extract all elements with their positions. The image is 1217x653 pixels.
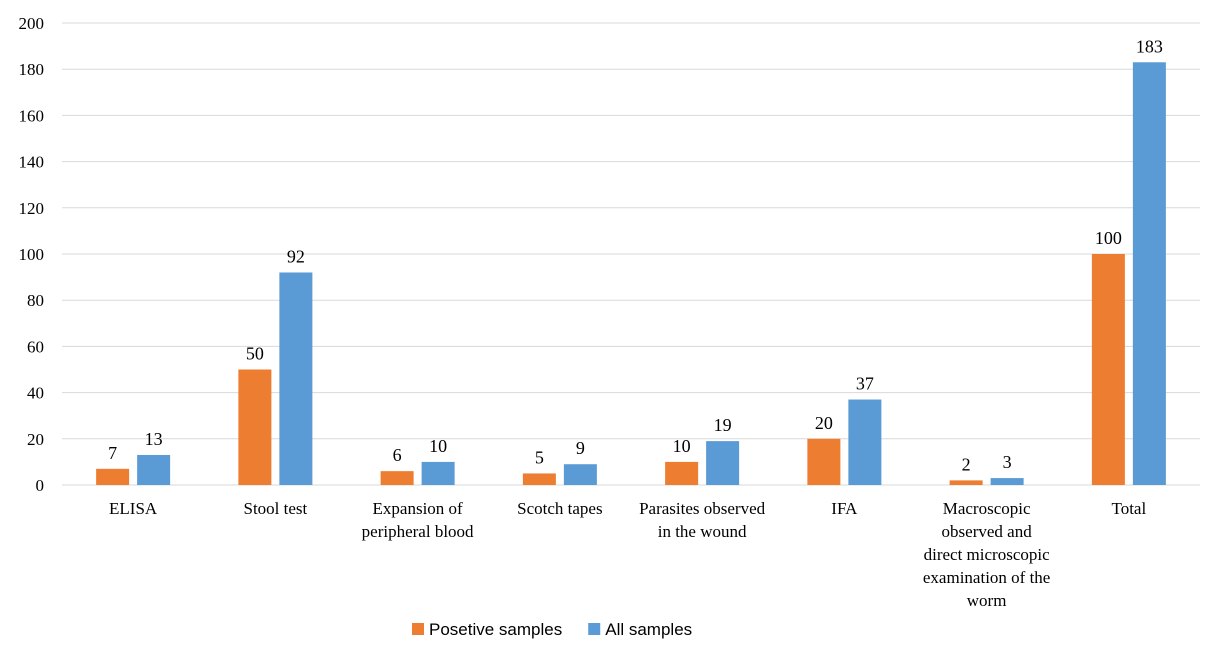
x-axis-categories: ELISA Stool test Expansion of peripheral bl… [109, 499, 1146, 610]
x-category-label: Parasites observed in the wound [639, 499, 766, 541]
bar-posetive-samples [380, 471, 414, 485]
data-label: 10 [673, 436, 691, 456]
y-axis-ticks: 0 20 40 60 80 100 120 140 160 180 200 [19, 14, 45, 495]
bar-all-samples [706, 441, 740, 485]
x-category-label: Scotch tapes [517, 499, 602, 518]
data-label: 20 [815, 413, 833, 433]
y-tick-label: 60 [27, 337, 44, 356]
bar-posetive-samples [807, 438, 841, 485]
y-tick-label: 160 [19, 106, 45, 125]
y-tick-label: 100 [19, 245, 45, 264]
data-label: 6 [393, 445, 402, 465]
legend: Posetive samples All samples [412, 620, 692, 639]
legend-swatch [588, 623, 601, 635]
bars [96, 62, 1166, 486]
data-label: 7 [108, 443, 117, 463]
x-category-label: ELISA [109, 499, 158, 518]
y-tick-label: 20 [27, 430, 44, 449]
data-label: 183 [1136, 36, 1163, 56]
bar-all-samples [990, 478, 1024, 485]
x-category-label: IFA [831, 499, 858, 518]
data-label: 13 [145, 429, 163, 449]
y-tick-label: 120 [19, 199, 45, 218]
legend-swatch [412, 623, 424, 635]
data-label: 10 [429, 436, 447, 456]
y-tick-label: 80 [27, 291, 44, 310]
data-label: 92 [287, 246, 305, 266]
bar-posetive-samples [96, 468, 130, 485]
bar-all-samples [848, 399, 882, 485]
bar-all-samples [279, 272, 313, 485]
bar-all-samples [421, 461, 455, 485]
bar-all-samples [137, 454, 171, 485]
gridlines [62, 22, 1200, 486]
x-category-label: Expansion of peripheral blood [362, 499, 474, 541]
data-label: 9 [576, 438, 585, 458]
bar-all-samples [1132, 62, 1166, 486]
data-labels: 7 13 50 92 6 10 5 9 10 19 20 37 2 3 100 183 [108, 36, 1163, 474]
data-label: 100 [1095, 228, 1122, 248]
bar-posetive-samples [522, 473, 556, 485]
x-category-label: Total [1112, 499, 1147, 518]
data-label: 50 [246, 344, 264, 364]
y-tick-label: 200 [19, 14, 45, 33]
y-tick-label: 180 [19, 60, 45, 79]
y-tick-label: 40 [27, 384, 44, 403]
data-label: 3 [1003, 452, 1012, 472]
x-category-label: Stool test [243, 499, 307, 518]
data-label: 19 [714, 415, 732, 435]
legend-label: All samples [605, 620, 692, 639]
y-tick-label: 0 [36, 476, 45, 495]
legend-label: Posetive samples [429, 620, 562, 639]
bar-all-samples [563, 464, 597, 485]
bar-posetive-samples [1091, 254, 1125, 485]
bar-posetive-samples [665, 461, 699, 485]
bar-posetive-samples [949, 480, 983, 485]
data-label: 5 [535, 447, 544, 467]
x-category-label: Macroscopic observed and direct microscopi… [923, 499, 1050, 610]
bar-posetive-samples [238, 369, 272, 485]
data-label: 2 [962, 454, 971, 474]
y-tick-label: 140 [19, 153, 45, 172]
data-label: 37 [856, 374, 874, 394]
